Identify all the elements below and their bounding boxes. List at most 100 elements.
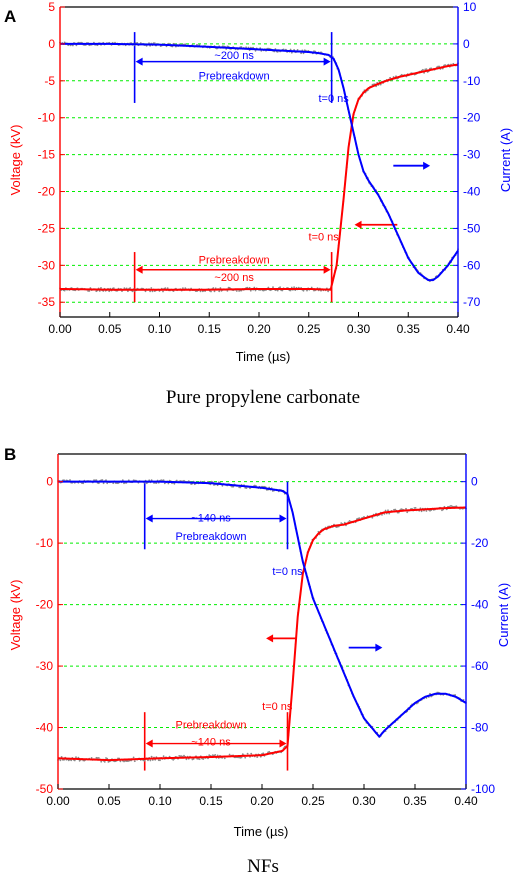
raw-point [103, 761, 106, 763]
raw-point [69, 479, 71, 481]
raw-point [300, 52, 302, 55]
y-right-tick-label: -30 [463, 148, 481, 162]
y-right-axis-title-b: Current (A) [496, 583, 511, 647]
raw-point [63, 41, 66, 44]
raw-point [184, 287, 187, 289]
raw-point [422, 68, 424, 71]
annotation-markers-b [143, 481, 383, 771]
raw-point [59, 759, 62, 762]
series-b [57, 479, 467, 763]
y-right-tick-label: -40 [471, 598, 489, 612]
raw-point [268, 750, 271, 753]
raw-point [162, 290, 164, 293]
panel-a: A 0.00 0.05 0.10 0.15 0.20 0.25 0.30 0.35 0.4050… [4, 0, 513, 408]
raw-point [276, 289, 279, 292]
raw-point [144, 290, 147, 293]
raw-point [166, 287, 169, 290]
raw-point [106, 482, 109, 485]
raw-point [75, 44, 78, 47]
raw-point [112, 482, 115, 485]
raw-point [88, 290, 91, 292]
raw-point [149, 290, 152, 293]
raw-point [239, 486, 242, 489]
y-right-tick-label: -20 [463, 111, 481, 125]
series-a [59, 41, 459, 293]
axes-b [57, 453, 467, 790]
raw-point [149, 759, 152, 762]
annotation-label: t=0 ns [318, 93, 349, 105]
raw-point [123, 287, 126, 289]
raw-point [219, 287, 222, 289]
raw-point [167, 482, 170, 485]
caption-a: Pure propylene carbonate [166, 387, 360, 408]
raw-point [371, 516, 374, 519]
raw-point [276, 51, 279, 53]
raw-point [228, 286, 231, 289]
raw-point [210, 290, 212, 293]
x-tick-label: 0.00 [46, 794, 70, 808]
current-arrowhead-right [279, 514, 287, 523]
y-left-tick-label: -35 [38, 295, 56, 309]
y-right-tick-label: -10 [463, 74, 481, 88]
raw-point [73, 759, 76, 762]
raw-point [97, 757, 100, 759]
raw-point [97, 482, 100, 485]
x-tick-label: 0.15 [198, 322, 222, 336]
raw-point [159, 759, 161, 762]
voltage-arrowhead-left [145, 739, 153, 748]
current-arrowhead-left [135, 57, 143, 66]
annotation-label: t=0 ns [272, 566, 303, 578]
raw-point [379, 83, 382, 86]
raw-point [151, 290, 154, 293]
y-left-tick-label: -40 [36, 721, 54, 735]
raw-point [162, 755, 165, 758]
annotation-label: ~140 ns [191, 512, 231, 524]
y-left-axis-title-a: Voltage (kV) [8, 125, 23, 196]
raw-point [101, 479, 104, 481]
raw-point [185, 758, 188, 761]
y-right-tick-label: -40 [463, 185, 481, 199]
y-left-tick-label: 0 [48, 37, 55, 51]
axes-a [59, 6, 459, 318]
raw-point [172, 759, 175, 761]
raw-point [281, 289, 284, 292]
raw-point [388, 512, 391, 515]
raw-point [133, 760, 136, 763]
raw-point [414, 507, 417, 509]
x-tick-label: 0.25 [297, 322, 321, 336]
raw-point [289, 289, 292, 292]
raw-point [162, 479, 165, 482]
raw-point [358, 517, 361, 519]
raw-point [387, 509, 389, 512]
raw-point [327, 290, 329, 293]
raw-point [381, 514, 383, 516]
raw-point [296, 49, 299, 51]
annotation-label: t=0 ns [262, 701, 293, 713]
x-tick-label: 0.20 [247, 322, 271, 336]
y-left-tick-label: -20 [36, 598, 54, 612]
y-right-tick-label: -60 [471, 659, 489, 673]
raw-point [192, 758, 195, 760]
raw-point [214, 754, 217, 756]
raw-point [121, 479, 124, 481]
raw-point [72, 44, 74, 47]
indicator-arrowhead [266, 634, 274, 643]
y-left-tick-label: -30 [38, 258, 56, 272]
indicator-arrowhead [375, 643, 383, 652]
y-left-tick-label: -10 [36, 536, 54, 550]
raw-point [127, 290, 129, 293]
voltage-arrowhead-right [279, 739, 287, 748]
raw-point [184, 43, 187, 46]
x-tick-label: 0.15 [199, 794, 223, 808]
raw-point [182, 287, 184, 289]
voltage-series-line [57, 506, 467, 762]
raw-point [105, 479, 107, 482]
raw-point [202, 758, 205, 760]
raw-point [228, 753, 231, 756]
x-tick-label: 0.00 [48, 322, 72, 336]
raw-point [100, 287, 102, 289]
raw-point [444, 64, 446, 66]
raw-point [212, 287, 215, 289]
ticks-b: 0.00 0.05 0.10 0.15 0.20 0.25 0.30 0.35 0.40 0 -10… [36, 475, 496, 808]
raw-point [394, 508, 397, 511]
